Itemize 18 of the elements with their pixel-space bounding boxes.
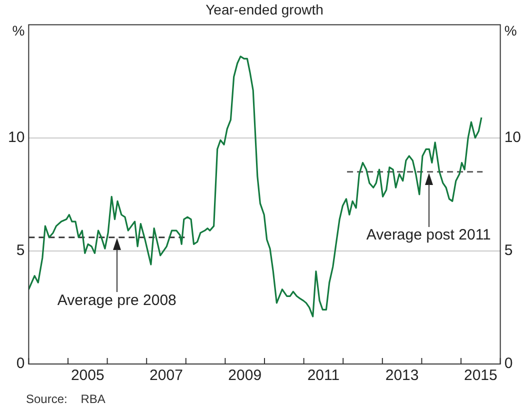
annotation: Average post 2011 <box>366 226 491 244</box>
x-tick-label: 2009 <box>228 367 262 384</box>
x-tick-label: 2005 <box>70 367 104 384</box>
y-axis-title: % <box>12 22 25 39</box>
source-note: Source: RBA <box>26 392 106 406</box>
y-tick-label: 0 <box>16 355 25 372</box>
y-tick-label: 10 <box>8 129 25 146</box>
y2-tick-label: 0 <box>504 355 513 372</box>
y2-axis-title: % <box>504 22 517 39</box>
y2-tick-label: 5 <box>504 242 513 260</box>
x-tick-label: 2015 <box>464 367 498 384</box>
x-tick-label: 2013 <box>385 367 419 384</box>
x-tick-label: 2011 <box>307 367 340 384</box>
annotation: Average pre 2008 <box>57 292 176 310</box>
y2-tick-label: 10 <box>504 129 522 146</box>
y-tick-label: 5 <box>16 242 25 260</box>
chart-title: Year-ended growth <box>206 1 324 18</box>
x-tick-label: 2007 <box>150 367 183 384</box>
